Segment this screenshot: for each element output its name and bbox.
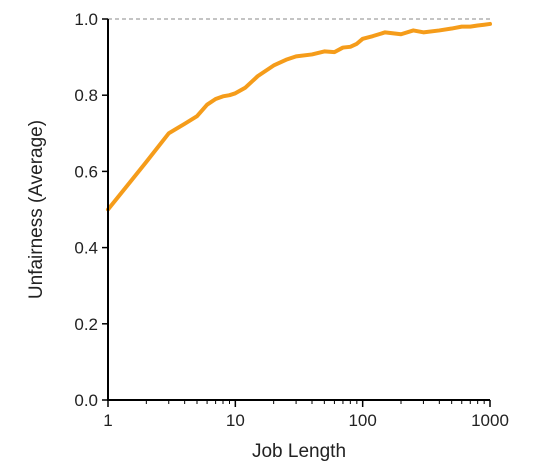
y-tick-label: 0.4	[74, 239, 98, 258]
y-tick-label: 0.0	[74, 391, 98, 410]
x-tick-label: 1	[103, 411, 112, 430]
y-tick-label: 0.8	[74, 86, 98, 105]
y-tick-label: 1.0	[74, 10, 98, 29]
tick-marks	[102, 18, 491, 407]
x-axis-label: Job Length	[252, 441, 346, 462]
y-tick-label: 0.2	[74, 315, 98, 334]
x-tick-label: 10	[226, 411, 245, 430]
y-tick-label: 0.6	[74, 162, 98, 181]
axes	[107, 19, 490, 401]
x-tick-label: 1000	[471, 411, 509, 430]
y-axis-label: Unfairness (Average)	[26, 120, 47, 299]
series-layer	[106, 21, 492, 212]
series-line	[106, 21, 492, 212]
x-tick-label: 100	[348, 411, 376, 430]
tick-labels: 0.0 0.2 0.4 0.6 0.8 1.0 1 10 100 1000	[74, 10, 509, 430]
